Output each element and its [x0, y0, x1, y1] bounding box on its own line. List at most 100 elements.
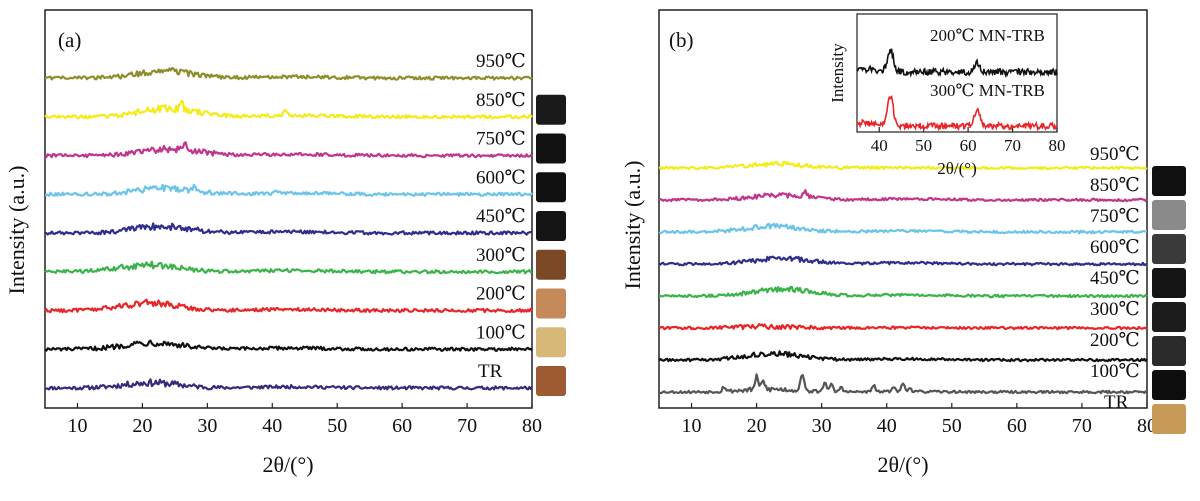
- panel-b-frame: [658, 9, 1148, 409]
- panel-b-series-label-300c: 300℃: [1090, 299, 1140, 320]
- panel-b-sample-photo-3: [1152, 234, 1186, 264]
- panel-a-series-labels: TR 100℃ 200℃ 300℃ 450℃ 600℃ 750℃ 850℃ 950℃: [476, 51, 526, 382]
- panel-b-label: (b): [669, 28, 694, 52]
- inset-series-line-200c-mn-trb: [856, 48, 1058, 78]
- panel-a-series-label-200c: 200℃: [476, 284, 526, 305]
- panel-a-series-label-950c: 950℃: [476, 51, 526, 72]
- panel-b-ylabel: Intensity (a.u.): [620, 161, 645, 290]
- panel-a-series-line-tr: [44, 378, 533, 391]
- panel-b-series-line-tr: [658, 373, 1148, 395]
- panel-a-tick-label-20: 20: [132, 415, 152, 437]
- panel-a-series-label-100c: 100℃: [476, 322, 526, 343]
- inset-xticks: 40 50 60 70 80: [871, 127, 1066, 155]
- panel-b-tick-label-60: 60: [1007, 415, 1027, 437]
- panel-a-label: (a): [58, 28, 81, 52]
- panel-a-series-line-750c: [44, 141, 533, 159]
- panel-b-sample-photo-6: [1152, 336, 1186, 366]
- panel-b-tick-label-10: 10: [682, 415, 702, 437]
- panel-b-series-label-750c: 750℃: [1090, 206, 1140, 227]
- panel-b-series-line-600c: [658, 222, 1147, 235]
- panel-a-series-line-100c: [44, 339, 533, 352]
- panel-a-sample-photo-6: [536, 172, 566, 203]
- panel-b-sample-photos: [1152, 166, 1186, 434]
- inset-xlabel: 2θ/(°): [937, 159, 977, 178]
- panel-b-xlabel: 2θ/(°): [877, 452, 928, 477]
- panel-b-series-line-750c: [658, 189, 1148, 203]
- panel-a-series-label-300c: 300℃: [476, 245, 526, 266]
- panel-b-sample-photo-7: [1152, 370, 1186, 400]
- panel-b-tick-label-70: 70: [1072, 415, 1092, 437]
- panel-a-sample-photo-1: [536, 366, 566, 396]
- panel-a-sample-photo-3: [536, 288, 566, 319]
- panel-b-xticks: 10 20 30 40 50 60 70 80: [682, 403, 1157, 437]
- panel-a-sample-photo-2: [536, 327, 566, 358]
- panel-a-tick-label-60: 60: [392, 415, 412, 437]
- panel-b: (b) Intensity (a.u.) 2θ/(°) 10 20 30 40 50 60…: [620, 9, 1186, 477]
- inset-series-label-300c-mn-trb: 300℃ MN-TRB: [930, 81, 1045, 100]
- panel-b-series-label-200c: 200℃: [1090, 330, 1140, 351]
- panel-b-series-line-200c: [658, 323, 1148, 331]
- panel-b-series-line-100c: [658, 350, 1148, 363]
- panel-a-sample-photo-7: [536, 133, 566, 164]
- panel-b-series: [658, 160, 1148, 395]
- inset-series-label-200c-mn-trb: 200℃ MN-TRB: [930, 26, 1045, 45]
- inset-series: [856, 48, 1058, 132]
- panel-a-xlabel: 2θ/(°): [262, 452, 313, 477]
- panel-a-tick-label-70: 70: [457, 415, 477, 437]
- panel-b-series-line-850c: [658, 160, 1148, 171]
- panel-b-sample-photo-5: [1152, 302, 1186, 332]
- panel-a-series: [44, 67, 533, 391]
- panel-a-sample-photo-8: [536, 94, 566, 125]
- panel-a-ylabel: Intensity (a.u.): [4, 166, 29, 295]
- panel-a-series-line-600c: [44, 183, 533, 197]
- panel-b-series-label-450c: 450℃: [1090, 268, 1140, 289]
- panel-b-series-label-600c: 600℃: [1090, 237, 1140, 258]
- inset-series-line-300c-mn-trb: [856, 95, 1058, 132]
- panel-a-series-label-600c: 600℃: [476, 167, 526, 188]
- panel-a-series-line-200c: [44, 298, 533, 314]
- panel-a-tick-label-30: 30: [197, 415, 217, 437]
- panel-a-series-line-450c: [44, 222, 532, 236]
- panel-b-tick-label-20: 20: [747, 415, 767, 437]
- panel-a-series-line-950c: [44, 67, 533, 81]
- panel-a-tick-label-80: 80: [522, 415, 542, 437]
- inset-tick-label-80: 80: [1049, 136, 1066, 155]
- panel-b-series-label-850c: 850℃: [1090, 175, 1140, 196]
- panel-b-series-label-100c: 100℃: [1090, 361, 1140, 382]
- inset-series-labels: 200℃ MN-TRB 300℃ MN-TRB: [930, 26, 1045, 100]
- panel-b-inset: Intensity 2θ/(°) 40 50 60 70 80 200℃ MN-TRB 3…: [828, 13, 1066, 178]
- panel-a-xticks: 10 20 30 40 50 60 70 80: [67, 403, 542, 437]
- panel-a-series-line-300c: [44, 260, 533, 275]
- inset-tick-label-70: 70: [1004, 136, 1021, 155]
- panel-a-series-label-850c: 850℃: [476, 90, 526, 111]
- panel-b-series-label-950c: 950℃: [1090, 144, 1140, 165]
- panel-b-sample-photo-1: [1152, 166, 1186, 196]
- panel-a-series-line-850c: [44, 99, 533, 120]
- panel-a-frame: [44, 9, 533, 409]
- panel-a-tick-label-50: 50: [327, 415, 347, 437]
- panel-a-sample-photo-5: [536, 211, 566, 241]
- panel-b-sample-photo-8: [1152, 404, 1186, 434]
- panel-b-tick-label-40: 40: [877, 415, 897, 437]
- panel-a-tick-label-40: 40: [262, 415, 282, 437]
- panel-a-sample-photos: [536, 94, 566, 396]
- panel-b-series-line-450c: [658, 255, 1148, 267]
- panel-a-series-label-tr: TR: [478, 361, 503, 382]
- panel-a: (a) Intensity (a.u.) 2θ/(°) 10 20 30 40 50 60…: [4, 9, 566, 477]
- panel-b-sample-photo-4: [1152, 268, 1186, 298]
- inset-ylabel: Intensity: [828, 43, 847, 103]
- inset-tick-label-40: 40: [871, 136, 888, 155]
- panel-a-sample-photo-4: [536, 249, 566, 280]
- panel-b-series-line-300c: [658, 285, 1148, 299]
- inset-tick-label-50: 50: [915, 136, 932, 155]
- panel-a-series-label-450c: 450℃: [476, 206, 526, 227]
- panel-b-tick-label-30: 30: [812, 415, 832, 437]
- panel-b-series-label-tr: TR: [1104, 392, 1129, 413]
- panel-a-tick-label-10: 10: [67, 415, 87, 437]
- panel-b-series-labels: 950℃ 850℃ 750℃ 600℃ 450℃ 300℃ 200℃ 100℃ TR: [1090, 144, 1140, 413]
- panel-b-sample-photo-2: [1152, 200, 1186, 230]
- inset-tick-label-60: 60: [960, 136, 977, 155]
- panel-b-tick-label-50: 50: [942, 415, 962, 437]
